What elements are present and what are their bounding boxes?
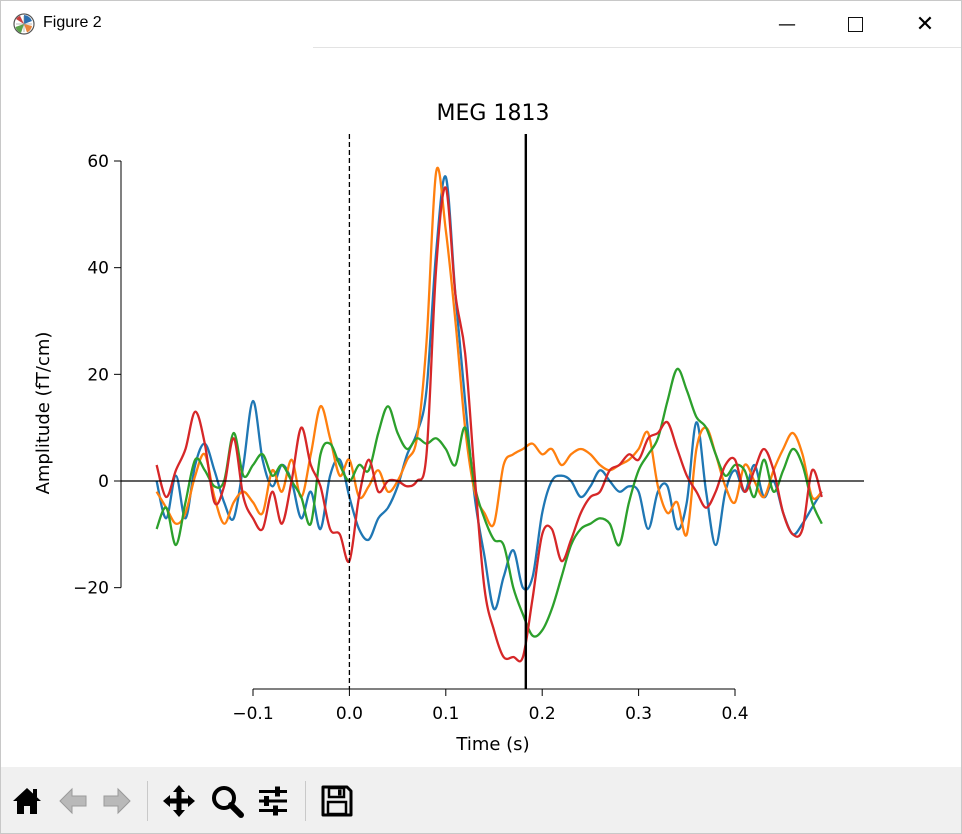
maximize-button[interactable] [825, 1, 885, 47]
y-tick-label: 40 [87, 259, 109, 279]
home-icon [13, 788, 41, 814]
zoom-icon [212, 786, 244, 818]
close-icon: ✕ [915, 11, 935, 37]
title-separator [313, 47, 961, 48]
title-bar[interactable]: Figure 2 — ✕ [1, 1, 961, 47]
save-button[interactable] [317, 779, 357, 823]
forward-arrow-icon [103, 787, 131, 815]
pan-icon [163, 785, 195, 817]
configure-subplots-icon [259, 786, 287, 816]
x-tick-label: 0.2 [529, 704, 556, 724]
y-axis-label: Amplitude (fT/cm) [33, 332, 54, 495]
figure-canvas[interactable]: MEG 1813 −20 0 20 40 60 −0.1 0.0 0.1 0.2 0.3 0.4 Tim… [1, 48, 961, 767]
series-line-1 [155, 175, 823, 611]
save-icon [321, 785, 353, 817]
x-tick-label: 0.4 [721, 704, 748, 724]
y-tick-label: 0 [98, 472, 109, 492]
series-line-3 [155, 367, 823, 638]
maximize-icon [847, 16, 863, 32]
zoom-button[interactable] [207, 779, 247, 823]
window-title: Figure 2 [43, 14, 102, 31]
back-button[interactable] [53, 779, 93, 823]
chart-title: MEG 1813 [437, 101, 550, 126]
close-button[interactable]: ✕ [895, 1, 955, 47]
pan-button[interactable] [159, 779, 199, 823]
y-tick-label: 60 [87, 152, 109, 172]
x-axis-label: Time (s) [455, 734, 529, 755]
navigation-toolbar [1, 767, 961, 833]
toolbar-separator [147, 781, 148, 821]
series-line-4 [155, 186, 823, 663]
chart[interactable]: MEG 1813 −20 0 20 40 60 −0.1 0.0 0.1 0.2 0.3 0.4 Tim… [1, 48, 961, 767]
toolbar-separator [305, 781, 306, 821]
y-tick-label: 20 [87, 365, 109, 385]
x-tick-label: 0.0 [336, 704, 363, 724]
forward-button[interactable] [97, 779, 137, 823]
minimize-icon: — [778, 13, 796, 35]
matplotlib-logo-icon [13, 13, 35, 35]
y-tick-label: −20 [73, 579, 109, 599]
minimize-button[interactable]: — [757, 1, 817, 47]
x-tick-label: 0.3 [625, 704, 652, 724]
x-tick-label: 0.1 [432, 704, 459, 724]
x-tick-label: −0.1 [232, 704, 273, 724]
home-button[interactable] [7, 779, 47, 823]
back-arrow-icon [59, 787, 87, 815]
configure-subplots-button[interactable] [253, 779, 293, 823]
